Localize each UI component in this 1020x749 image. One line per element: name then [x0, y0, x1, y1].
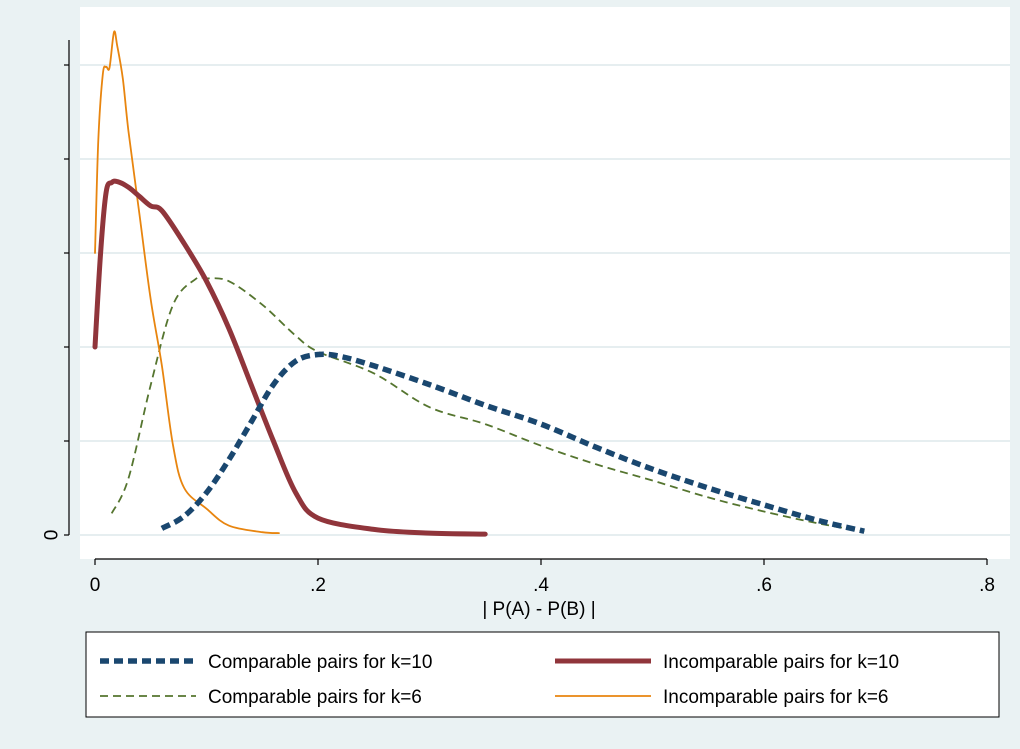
x-tick-label: 0: [90, 575, 101, 596]
legend-box: [85, 631, 1000, 718]
series-layer: [92, 30, 865, 537]
x-axis-title: | P(A) - P(B) |: [482, 599, 595, 620]
series-line-1: [160, 351, 865, 534]
legend-label-4: Incomparable pairs for k=6: [663, 687, 888, 708]
x-tick-label: .6: [756, 575, 772, 596]
x-tick-label: .8: [979, 575, 995, 596]
series-line-2: [92, 178, 488, 537]
legend-label-2: Incomparable pairs for k=10: [663, 652, 899, 673]
y-tick-label: 0: [42, 530, 63, 541]
plot-area: [80, 7, 1010, 559]
legend-label-3: Comparable pairs for k=6: [208, 687, 422, 708]
legend: Comparable pairs for k=10 Incomparable pa…: [85, 631, 1000, 718]
legend-label-1: Comparable pairs for k=10: [208, 652, 432, 673]
grid: [80, 64, 1010, 536]
series-line-4: [94, 30, 280, 534]
x-tick-label: .4: [533, 575, 549, 596]
axes: 0 0 .2 .4 .6 .8: [42, 40, 995, 596]
x-tick-label: .2: [310, 575, 326, 596]
